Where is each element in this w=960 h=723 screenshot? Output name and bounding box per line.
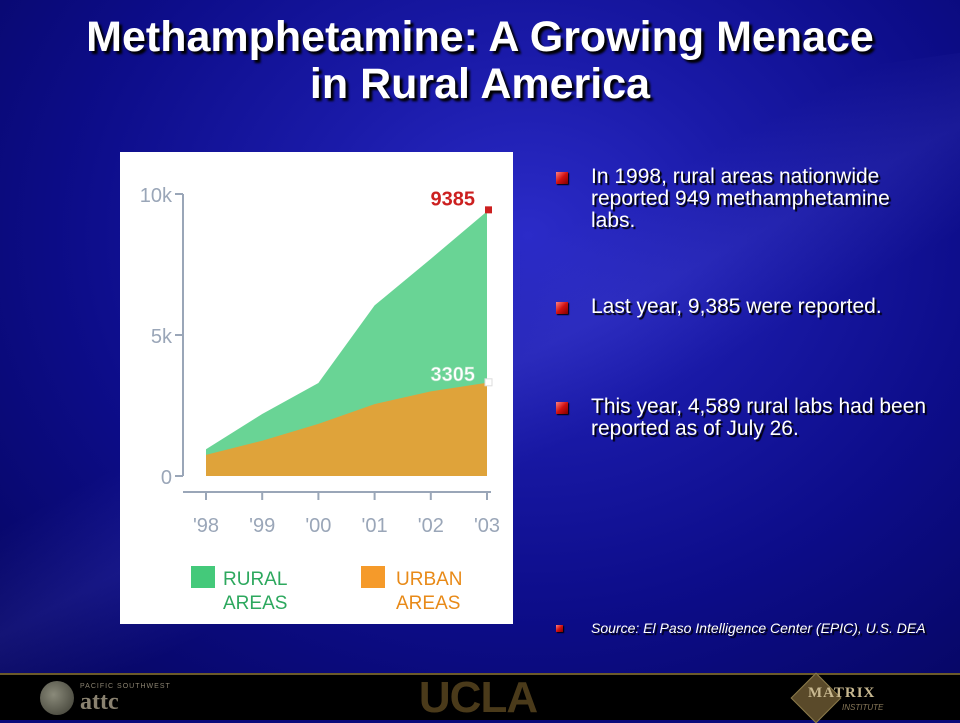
bullet-text-1: In 1998, rural areas nationwide reported… — [591, 165, 890, 232]
attc-logo: PACIFIC SOUTHWEST attc — [40, 675, 170, 720]
urban-endpoint-marker — [484, 378, 493, 387]
y-tick-label: 0 — [161, 467, 172, 489]
legend-label-line2: AREAS — [396, 593, 460, 614]
legend-swatch — [191, 566, 215, 588]
matrix-logo-text: MATRIX — [808, 685, 876, 701]
bullet-square-icon — [556, 625, 563, 632]
attc-logo-small-text: PACIFIC SOUTHWEST — [80, 683, 171, 690]
rural-end-value-label: 9385 — [431, 188, 476, 210]
bullet-text-3: This year, 4,589 rural labs had been rep… — [591, 395, 927, 440]
y-tick-label: 5k — [151, 326, 173, 348]
x-tick-label: '03 — [474, 515, 500, 537]
source-text: Source: El Paso Intelligence Center (EPI… — [591, 620, 926, 636]
matrix-institute-logo: MATRIX INSTITUTE — [790, 672, 900, 723]
slide-title: Methamphetamine: A Growing Menace in Rur… — [0, 14, 960, 108]
bullet-text-2: Last year, 9,385 were reported. — [591, 295, 882, 318]
attc-logo-text: attc — [80, 689, 119, 715]
bullet-square-icon — [556, 402, 568, 414]
y-tick-label: 10k — [140, 185, 173, 207]
ucla-logo: UCLA — [418, 673, 538, 722]
x-tick-label: '98 — [193, 515, 219, 537]
slide-title-line2: in Rural America — [309, 60, 651, 108]
rural-endpoint-marker — [485, 206, 492, 214]
meth-labs-area-chart: 0 5k 10k '98 '99 '00 '01 '02 '03 9385 3305 RURAL ARE… — [140, 185, 500, 614]
urban-end-value-label: 3305 — [431, 364, 476, 386]
legend-label-line1: URBAN — [396, 569, 463, 590]
urban-area-series — [206, 382, 487, 476]
legend-label-line2: AREAS — [223, 593, 287, 614]
legend-label-line1: RURAL — [223, 569, 287, 590]
bullet-square-icon — [556, 302, 568, 314]
footer-bar: PACIFIC SOUTHWEST attc UCLA MATRIX INSTI… — [0, 672, 960, 723]
x-tick-label: '01 — [362, 515, 388, 537]
bullet-square-icon — [556, 172, 568, 184]
attc-emblem-icon — [40, 681, 74, 715]
x-tick-label: '02 — [418, 515, 444, 537]
slide-title-line1: Methamphetamine: A Growing Menace — [86, 13, 874, 61]
slide: Methamphetamine: A Growing Menace in Rur… — [0, 0, 960, 675]
x-tick-label: '99 — [249, 515, 275, 537]
legend-swatch — [361, 566, 385, 588]
matrix-logo-subtext: INSTITUTE — [842, 703, 884, 712]
x-tick-label: '00 — [305, 515, 331, 537]
chart-panel: 0 5k 10k '98 '99 '00 '01 '02 '03 9385 3305 RURAL ARE… — [120, 152, 513, 624]
